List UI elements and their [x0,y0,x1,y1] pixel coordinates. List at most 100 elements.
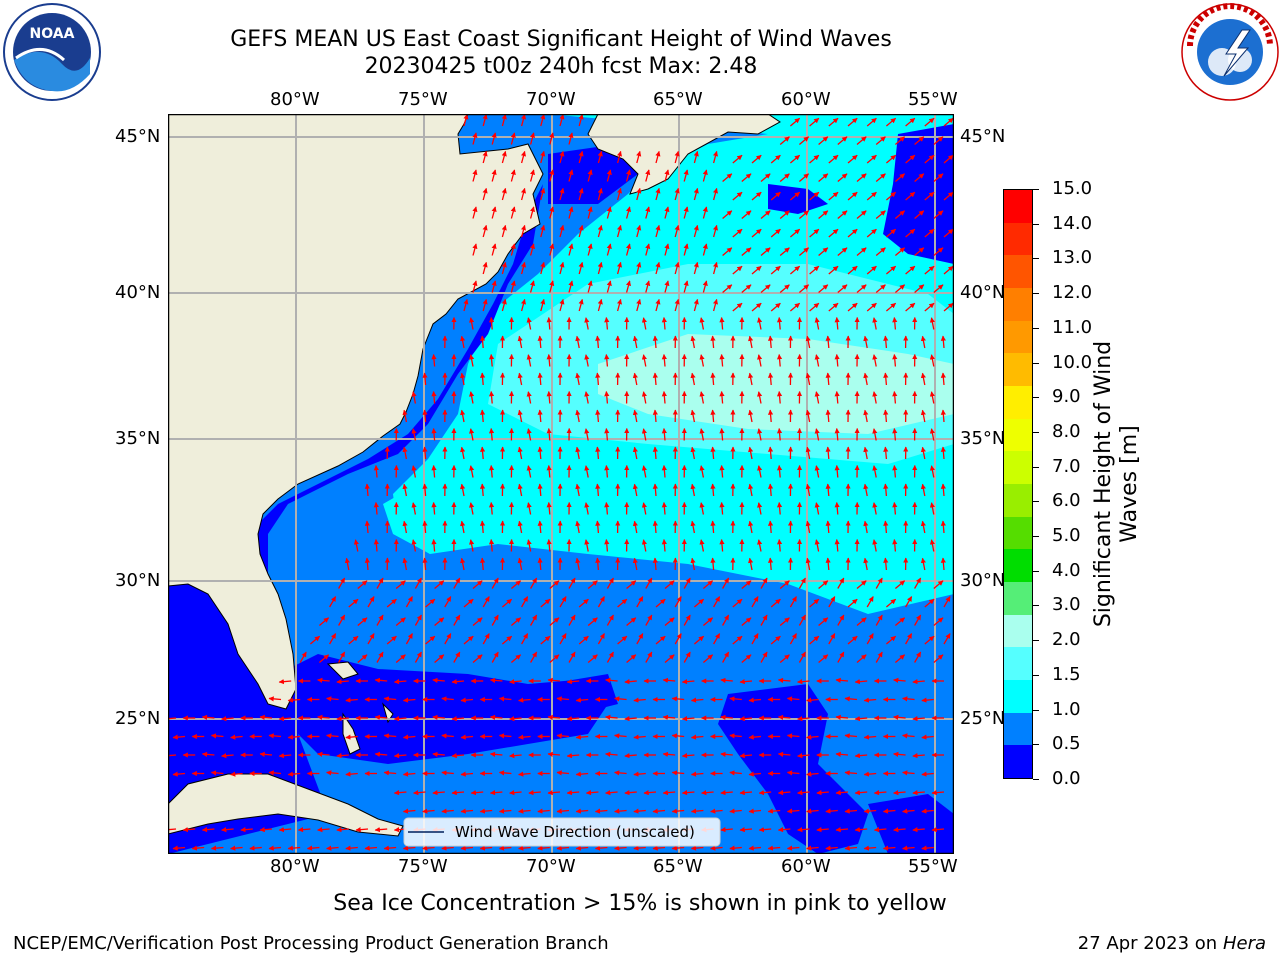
wind-wave-arrow [517,335,523,349]
wind-wave-arrow [526,428,532,441]
wind-wave-arrow [520,261,527,275]
wave-region-1-0-sw [383,484,430,554]
wind-wave-arrow [616,150,623,164]
wind-wave-arrow [460,520,466,534]
wind-wave-arrow [636,298,642,312]
wind-wave-arrow [933,284,944,293]
lon-label-bottom: 65°W [653,856,703,877]
wind-wave-arrow [317,751,330,757]
wind-wave-arrow [641,539,647,552]
wave-region-0-0-mid [548,674,618,714]
wind-wave-arrow [921,734,934,740]
wind-wave-arrow [460,446,466,460]
wind-wave-arrow [633,771,646,777]
wind-wave-arrow [336,716,349,722]
wind-wave-arrow [469,465,475,478]
wind-wave-arrow [748,372,754,386]
wind-wave-arrow [690,372,696,386]
wind-wave-arrow [732,302,743,312]
colorbar-tick-mark [1033,605,1039,607]
wind-wave-arrow [854,679,868,685]
colorbar-tick-label: 0.5 [1052,733,1081,755]
wind-wave-arrow [929,465,935,478]
wind-wave-arrow [767,808,781,814]
wind-wave-arrow [722,651,730,663]
wind-wave-arrow [422,845,435,851]
wind-wave-arrow [491,651,499,663]
wind-wave-arrow [584,391,590,404]
wind-wave-arrow [297,827,311,833]
wind-wave-arrow [595,372,601,386]
wind-wave-arrow [641,465,647,478]
wind-wave-arrow [632,446,638,460]
wind-wave-arrow [632,483,638,497]
wind-wave-arrow [460,372,466,386]
wind-wave-arrow [767,409,774,423]
wind-wave-arrow [641,391,647,404]
lon-label-bottom: 60°W [781,856,831,877]
wind-wave-arrow [559,298,565,312]
wind-wave-arrow [520,224,527,238]
wind-wave-arrow [847,635,858,645]
colorbar-swatch [1004,288,1032,321]
wind-wave-arrow [472,280,478,293]
wind-wave-arrow [924,154,935,164]
wind-wave-arrow [422,520,428,534]
wind-wave-arrow [825,557,831,571]
wind-wave-arrow [825,808,838,814]
wind-wave-arrow [441,845,454,851]
wind-wave-arrow [201,827,215,833]
wind-wave-arrow [575,446,581,460]
wind-wave-arrow [856,247,867,256]
wind-wave-arrow [616,224,623,238]
wind-wave-arrow [488,465,495,478]
wind-wave-arrow [479,520,486,534]
colorbar-swatch [1004,549,1032,583]
wind-wave-arrow [720,677,733,683]
wind-wave-arrow [844,733,858,739]
wind-wave-arrow [655,261,661,275]
wind-wave-arrow [866,265,877,275]
colorbar-tick-label: 4.0 [1052,559,1081,581]
wind-wave-arrow [624,679,637,685]
wind-wave-arrow [760,247,771,256]
wind-wave-arrow [168,716,177,722]
wind-wave-arrow [367,633,375,645]
wind-wave-arrow [587,169,593,182]
wind-wave-arrow [873,827,887,833]
wind-wave-arrow [760,651,768,663]
wind-wave-arrow [510,243,516,256]
wind-wave-arrow [386,635,397,645]
wind-wave-arrow [221,827,234,833]
wind-wave-arrow [693,298,699,312]
wind-wave-arrow [422,446,428,460]
wind-wave-arrow [526,317,532,330]
wind-wave-arrow [883,335,889,349]
wind-wave-arrow [751,633,759,645]
wind-wave-arrow [482,187,488,201]
wind-wave-arrow [748,557,754,571]
wind-wave-arrow [641,502,647,515]
wind-wave-arrow [929,354,935,367]
lat-label-left: 35°N [115,428,161,449]
wind-wave-arrow [364,520,370,534]
colorbar-swatch [1004,386,1032,419]
wind-wave-arrow [402,446,408,460]
wind-wave-arrow [757,391,763,404]
wind-wave-arrow [760,614,768,626]
wind-wave-arrow [491,169,497,182]
wind-wave-arrow [664,169,670,182]
wind-wave-arrow [751,154,762,164]
colorbar-swatch [1004,712,1032,746]
wind-wave-arrow [920,409,926,423]
wind-wave-arrow [604,391,610,404]
wind-wave-arrow [489,751,503,757]
wind-wave-arrow [489,714,503,720]
wind-wave-arrow [355,827,369,833]
wind-wave-arrow [431,539,437,552]
wind-wave-arrow [798,136,810,145]
wind-wave-arrow [710,372,716,386]
wind-wave-arrow [892,317,898,330]
wind-wave-arrow [681,790,695,796]
chart-subtitle: 20230425 t00z 240h fcst Max: 2.48 [364,54,758,79]
